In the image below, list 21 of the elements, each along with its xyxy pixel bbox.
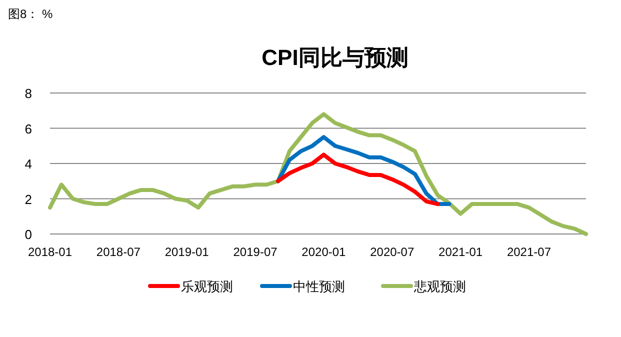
line-series — [276, 152, 440, 206]
line-series — [48, 112, 588, 236]
chart-title: CPI同比与预测 — [262, 45, 408, 70]
x-tick-label: 2020-07 — [370, 245, 414, 259]
y-tick-label: 8 — [24, 86, 32, 101]
legend-label: 乐观预测 — [181, 279, 233, 294]
line-series — [276, 135, 452, 206]
x-tick-label: 2019-07 — [233, 245, 278, 259]
y-tick-label: 2 — [24, 192, 32, 207]
x-tick-label: 2020-01 — [302, 245, 346, 259]
x-tick-label: 2019-01 — [164, 245, 210, 259]
x-tick-label: 2018-07 — [96, 245, 141, 259]
caption: 图8： % — [8, 7, 54, 21]
legend-label: 悲观预测 — [413, 279, 466, 294]
y-tick-label: 0 — [24, 227, 32, 242]
y-tick-label: 6 — [24, 121, 32, 136]
x-tick-label: 2021-01 — [438, 245, 483, 259]
y-tick-label: 4 — [24, 156, 32, 172]
x-tick-label: 2021-07 — [506, 245, 552, 259]
legend-label: 中性预测 — [293, 279, 345, 294]
x-tick-label: 2018-01 — [28, 245, 72, 259]
